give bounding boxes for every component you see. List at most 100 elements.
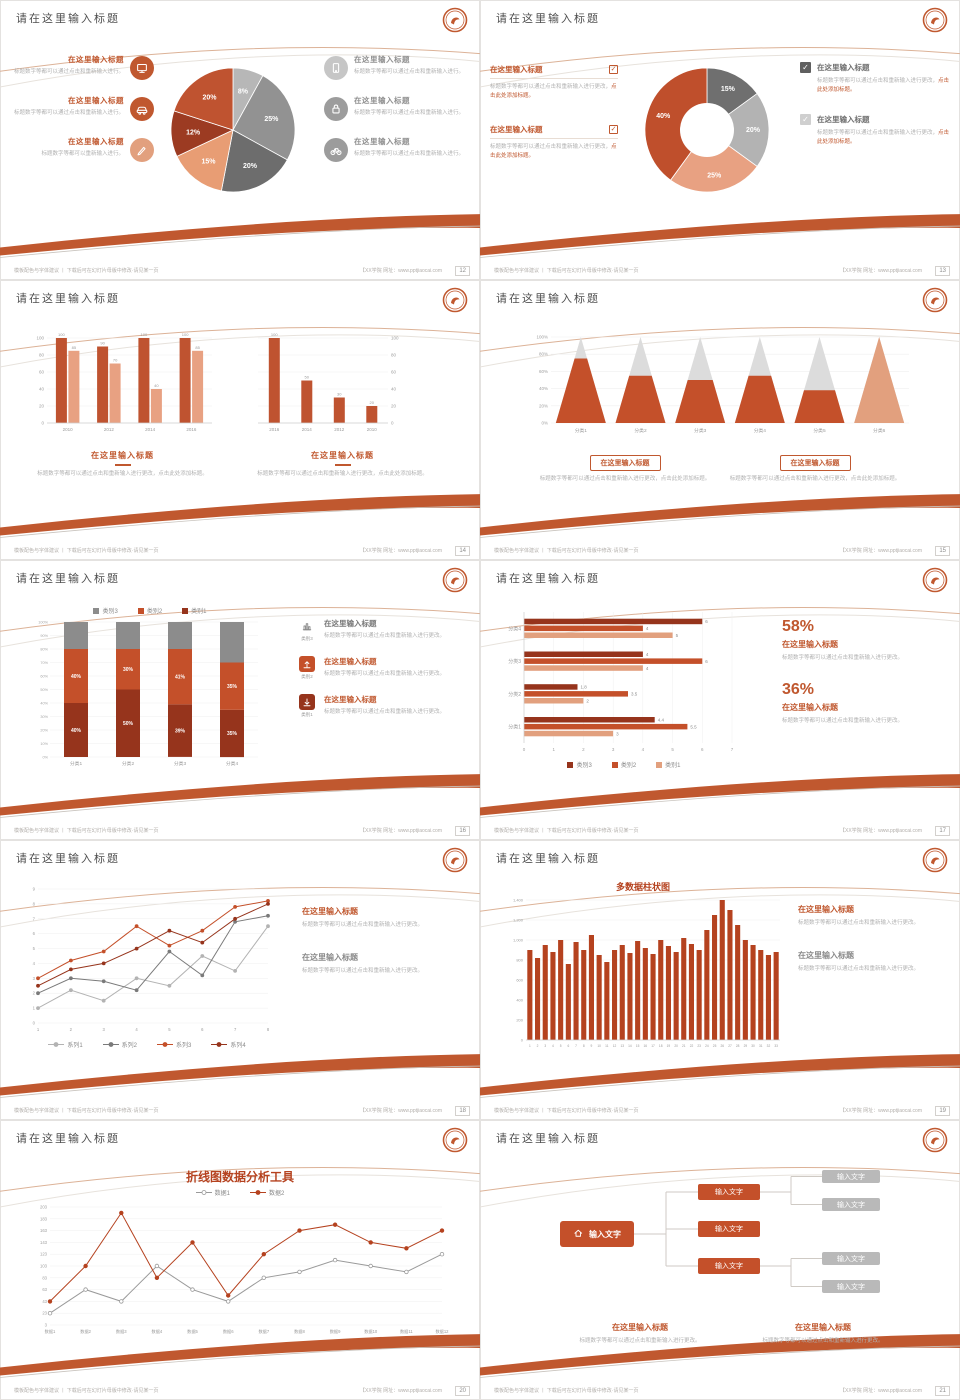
check-item: ✓ 在这里输入标题 标题数字等都可以通过点击和重新输入进行更改，点击此处添加标题。 xyxy=(800,62,950,96)
bar-chart: 0 20 40 60 80 100 100 2016 50 2014 30 2012 20 2010 xyxy=(250,328,410,436)
item-title: 在这里输入标题 xyxy=(817,63,870,72)
svg-text:70%: 70% xyxy=(40,661,48,665)
svg-text:30: 30 xyxy=(337,392,342,397)
svg-text:5: 5 xyxy=(671,747,674,752)
footer-left-text: 模板配色与字体建议 丨 下载后可在幻灯片母版中修改·请见某一页 xyxy=(14,268,159,274)
svg-text:100%: 100% xyxy=(38,620,48,624)
right-check-list: ✓ 在这里输入标题 标题数字等都可以通过点击和重新输入进行更改，点击此处添加标题。 ✓… xyxy=(800,62,950,165)
svg-text:2014: 2014 xyxy=(145,427,156,432)
legend-item: 系列4 xyxy=(211,1040,246,1049)
stat-block: 36% 在这里输入标题 标题数字等都可以通过点击和重新输入进行更改。 xyxy=(782,681,944,726)
svg-text:20%: 20% xyxy=(539,403,548,408)
footer-left-text: 模板配色与字体建议 丨 下载后可在幻灯片母版中修改·请见某一页 xyxy=(14,1388,159,1394)
svg-text:24: 24 xyxy=(705,1044,709,1048)
svg-text:5: 5 xyxy=(33,946,36,951)
item-title: 在这里输入标题 xyxy=(324,619,377,628)
footer-right-text: 【XX学院 网址：www.pptjiaocai.com xyxy=(840,548,922,554)
bike-icon xyxy=(324,138,348,162)
chart-legend: 类别3 类别2 类别1 xyxy=(504,760,744,769)
legend-item: 类别3 xyxy=(567,760,592,769)
svg-text:33: 33 xyxy=(774,1044,778,1048)
svg-text:2010: 2010 xyxy=(63,427,74,432)
svg-text:30%: 30% xyxy=(40,715,48,719)
check-item: ✓ 在这里输入标题 标题数字等都可以通过点击和重新输入进行更改，点击此处添加标题。 xyxy=(800,113,950,148)
page-number: 16 xyxy=(455,826,470,836)
block-desc: 标题数字等都可以通过点击和重新输入进行更改，点击此处添加标题。 xyxy=(257,471,428,477)
slide-page-13: 15% 20% 25% 40% 在这里输入标题 ✓ 标题数字等都可以通过点击和重新输入进行… xyxy=(480,0,960,280)
svg-text:1: 1 xyxy=(33,1006,36,1011)
svg-text:22: 22 xyxy=(690,1044,694,1048)
item-desc: 标题数字等都可以通过点击和重新输入进行更改，点击此处添加标题。 xyxy=(817,129,950,146)
svg-text:数据2: 数据2 xyxy=(80,1328,91,1335)
slide-title: 请在这里输入标题 xyxy=(496,1133,600,1145)
monitor-icon xyxy=(130,56,154,80)
logo-icon xyxy=(922,847,948,873)
svg-text:4: 4 xyxy=(33,961,36,966)
svg-text:23: 23 xyxy=(42,1311,47,1316)
svg-text:分类2: 分类2 xyxy=(634,427,647,434)
info-item: 在这里输入标题 标题数字等都可以通过点击和重新输入进行。 xyxy=(324,136,474,162)
svg-text:分类4: 分类4 xyxy=(508,625,521,632)
svg-text:4: 4 xyxy=(642,747,645,752)
text-block: 在这里输入标题 标题数字等都可以通过点击和重新输入进行更改，点击此处添加标题。 xyxy=(725,452,905,484)
lock-icon xyxy=(332,104,340,114)
block-desc: 标题数字等都可以通过点击和重新输入进行更改。 xyxy=(762,1338,884,1344)
info-item-title: 在这里输入标题 xyxy=(354,137,410,146)
svg-text:4: 4 xyxy=(646,626,649,631)
svg-text:100: 100 xyxy=(141,332,148,337)
block-title: 在这里输入标题 xyxy=(302,953,358,963)
pen-icon xyxy=(130,138,154,162)
text-blocks: 在这里输入标题 标题数字等都可以通过点击和重新输入进行更改。 在这里输入标题 标… xyxy=(302,906,460,977)
node-label: 输入文字 xyxy=(589,1229,621,1239)
text-block: 在这里输入标题 标题数字等都可以通过点击和重新输入进行更改。 xyxy=(565,1322,715,1346)
chart-title: 多数据柱状图 xyxy=(615,882,670,892)
svg-text:80: 80 xyxy=(39,353,45,358)
svg-text:0: 0 xyxy=(391,421,394,426)
svg-text:2: 2 xyxy=(586,699,589,704)
svg-text:分类1: 分类1 xyxy=(575,427,588,434)
lock-icon xyxy=(324,97,348,121)
svg-text:20%: 20% xyxy=(40,728,48,732)
info-item-title: 在这里输入标题 xyxy=(354,96,410,105)
svg-text:6: 6 xyxy=(567,1044,569,1048)
category-tag: 类别2 xyxy=(301,674,313,679)
slide-title: 请在这里输入标题 xyxy=(496,853,600,865)
legend-label: 类别1 xyxy=(191,609,207,615)
block-title: 在这里输入标题 xyxy=(91,451,154,460)
diagram-node: 输入文字 xyxy=(698,1221,760,1237)
svg-text:80: 80 xyxy=(391,353,397,358)
upload-icon xyxy=(299,656,315,672)
chart-icon xyxy=(302,623,312,631)
svg-text:2012: 2012 xyxy=(104,427,115,432)
phone-icon xyxy=(332,63,340,73)
svg-text:20: 20 xyxy=(674,1044,678,1048)
cone-chart: 0% 20% 40% 60% 80% 100% 分类1 分类2 分类3 分类4 分类5 分类6 xyxy=(525,325,915,437)
svg-text:43: 43 xyxy=(42,1299,47,1304)
svg-text:分类3: 分类3 xyxy=(174,760,187,767)
svg-text:85: 85 xyxy=(195,345,200,350)
svg-text:20%: 20% xyxy=(202,95,217,102)
svg-text:90%: 90% xyxy=(40,634,48,638)
svg-text:2: 2 xyxy=(33,991,36,996)
svg-text:分类6: 分类6 xyxy=(873,427,886,434)
svg-text:1,200: 1,200 xyxy=(513,917,524,922)
bike-icon xyxy=(330,148,342,156)
page-number: 18 xyxy=(455,1106,470,1116)
svg-text:3: 3 xyxy=(616,731,619,736)
svg-text:20: 20 xyxy=(391,404,397,409)
svg-text:143: 143 xyxy=(40,1240,48,1245)
text-block: 在这里输入标题 标题数字等都可以通过点击和重新输入进行更改，点击此处添加标题。 xyxy=(250,450,435,479)
svg-text:6: 6 xyxy=(705,659,708,664)
footer-right-text: 【XX学院 网址：www.pptjiaocai.com xyxy=(840,1108,922,1114)
svg-text:23: 23 xyxy=(697,1044,701,1048)
logo-icon xyxy=(442,7,468,33)
svg-text:28: 28 xyxy=(736,1044,740,1048)
svg-text:数据9: 数据9 xyxy=(330,1328,341,1335)
legend-label: 系列4 xyxy=(230,1043,246,1049)
legend-marker xyxy=(656,761,663,768)
svg-text:4: 4 xyxy=(646,666,649,671)
svg-text:分类2: 分类2 xyxy=(508,691,521,698)
footer-right-text: 【XX学院 网址：www.pptjiaocai.com xyxy=(360,548,442,554)
